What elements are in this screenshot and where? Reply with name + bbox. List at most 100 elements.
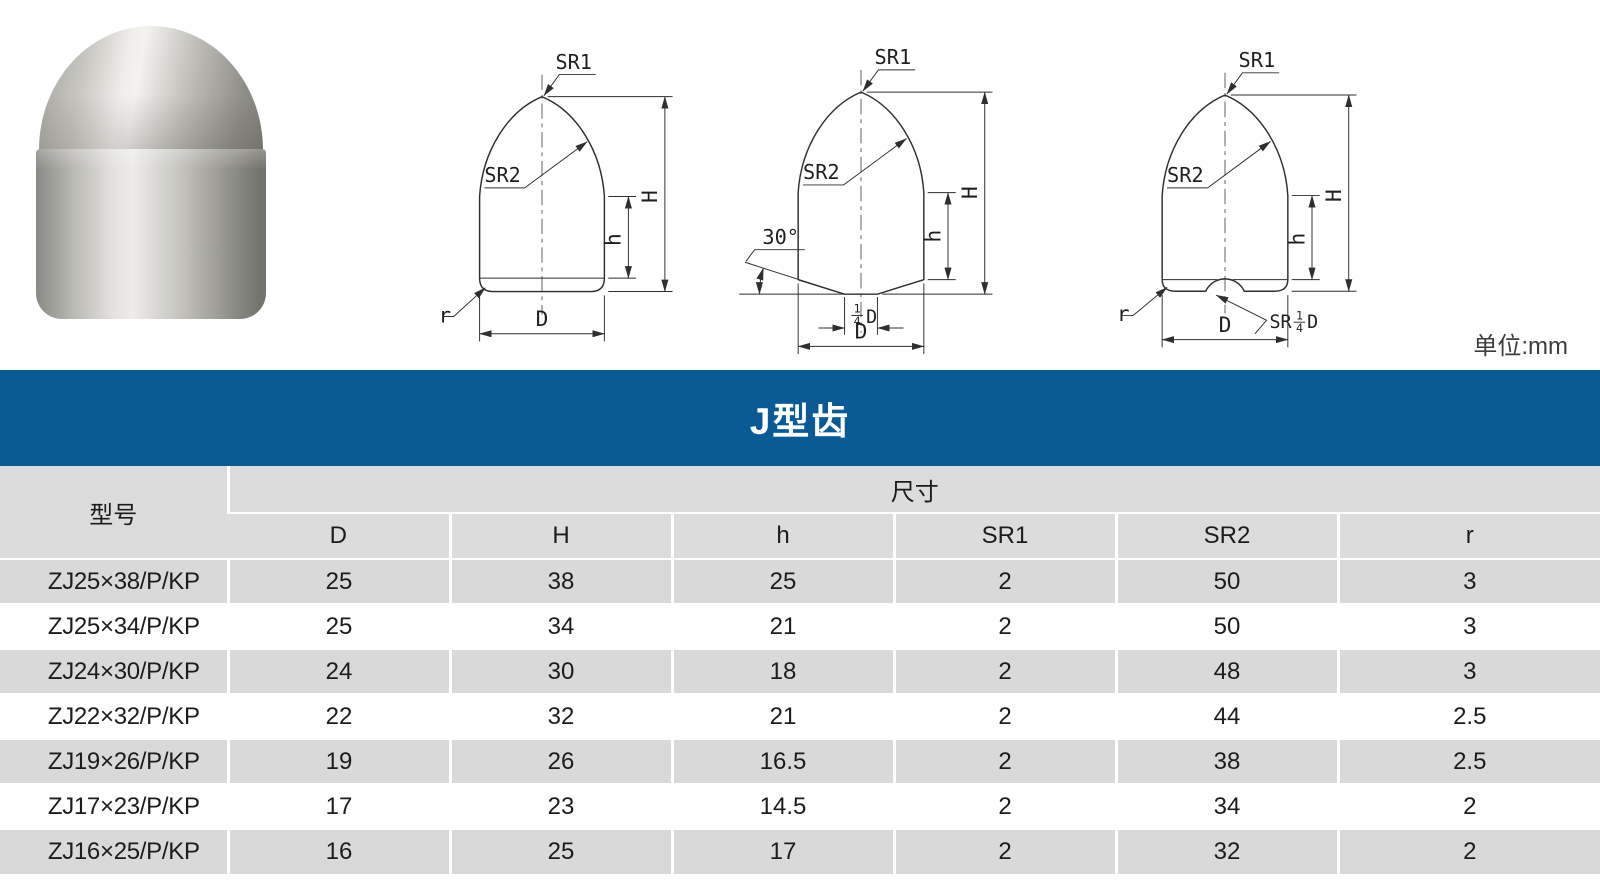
dimension-drawing-flat-base: SR1 SR2 H h r D [398, 38, 686, 360]
size-header-cell: 尺寸 [226, 466, 1600, 513]
sr2-leader [1167, 141, 1271, 189]
label-frac-den: 4 [854, 314, 861, 328]
label-D: D [855, 320, 868, 345]
product-photo [36, 26, 266, 320]
value-cell-D: 19 [226, 738, 450, 784]
value-cell-SR1: 2 [892, 738, 1116, 784]
section-title: J型齿 [749, 401, 851, 442]
sr1-leader [543, 74, 596, 97]
drawing-2-svg: SR1 SR2 30° 1 4 D D h [739, 45, 993, 355]
value-cell-h: 21 [670, 603, 894, 649]
model-cell: ZJ24×30/P/KP [0, 648, 228, 694]
model-cell: ZJ22×32/P/KP [0, 693, 228, 739]
product-photo-dome [39, 26, 263, 150]
value-cell-SR1: 2 [892, 648, 1116, 694]
label-frac-num: 1 [1296, 308, 1303, 322]
table-row: ZJ19×26/P/KP 19 26 16.5 2 38 2.5 [0, 738, 1600, 784]
angle-arc [755, 267, 764, 295]
col-header-r: r [1336, 512, 1600, 559]
section-banner: J型齿 [0, 370, 1600, 466]
value-cell-h: 16.5 [670, 738, 894, 784]
table-row: ZJ24×30/P/KP 24 30 18 2 48 3 [0, 648, 1600, 694]
label-h: h [1285, 233, 1310, 246]
value-cell-H: 26 [448, 738, 672, 784]
value-cell-SR1: 2 [892, 828, 1116, 874]
model-cell: ZJ25×38/P/KP [0, 558, 228, 604]
table-row: ZJ22×32/P/KP 22 32 21 2 44 2.5 [0, 693, 1600, 739]
sr1-leader [1226, 72, 1280, 95]
value-cell-r: 2 [1336, 783, 1600, 829]
value-cell-D: 16 [226, 828, 450, 874]
value-cell-D: 25 [226, 558, 450, 604]
value-cell-h: 17 [670, 828, 894, 874]
value-cell-h: 14.5 [670, 783, 894, 829]
drawing-3-svg: SR1 SR2 H h r SR 1 4 D D [1117, 48, 1357, 348]
model-cell: ZJ16×25/P/KP [0, 828, 228, 874]
value-cell-SR1: 2 [892, 783, 1116, 829]
srquarterD-leader [1215, 294, 1268, 335]
value-cell-H: 34 [448, 603, 672, 649]
value-cell-H: 30 [448, 648, 672, 694]
value-cell-H: 23 [448, 783, 672, 829]
value-cell-r: 3 [1336, 648, 1600, 694]
value-cell-r: 2 [1336, 828, 1600, 874]
unit-label: 单位:mm [1473, 333, 1568, 360]
label-sr1: SR1 [875, 45, 912, 69]
value-cell-SR2: 50 [1114, 558, 1338, 604]
label-frac-num: 1 [854, 302, 861, 316]
label-r: r [438, 302, 451, 327]
r-leader [442, 287, 486, 317]
label-frac-den: 4 [1296, 321, 1303, 335]
label-angle: 30° [762, 225, 799, 249]
sr1-leader [862, 69, 916, 92]
label-frac-D: D [1307, 312, 1318, 333]
angle-leader [745, 249, 805, 262]
dimension-drawing-bevel-base: SR1 SR2 30° 1 4 D D h [716, 38, 1006, 362]
value-cell-SR1: 2 [892, 693, 1116, 739]
table-row: ZJ25×34/P/KP 25 34 21 2 50 3 [0, 603, 1600, 649]
value-cell-SR2: 50 [1114, 603, 1338, 649]
value-cell-H: 32 [448, 693, 672, 739]
table-row: ZJ17×23/P/KP 17 23 14.5 2 34 2 [0, 783, 1600, 829]
label-H: H [637, 190, 662, 203]
value-cell-SR1: 2 [892, 603, 1116, 649]
r-leader [1120, 287, 1168, 316]
value-cell-h: 21 [670, 693, 894, 739]
value-cell-D: 17 [226, 783, 450, 829]
label-H: H [1322, 189, 1347, 202]
button-outline [478, 95, 606, 293]
label-h: h [601, 233, 626, 246]
value-cell-SR2: 34 [1114, 783, 1338, 829]
value-cell-SR2: 48 [1114, 648, 1338, 694]
value-cell-SR2: 44 [1114, 693, 1338, 739]
col-header-SR1: SR1 [892, 512, 1116, 559]
value-cell-SR1: 2 [892, 558, 1116, 604]
col-header-h: h [670, 512, 894, 559]
label-sr2: SR2 [484, 163, 520, 187]
button-outline [797, 91, 925, 295]
label-r: r [1117, 302, 1130, 327]
model-cell: ZJ19×26/P/KP [0, 738, 228, 784]
label-sr1: SR1 [1239, 48, 1276, 72]
label-sr2: SR2 [1167, 163, 1204, 187]
col-header-H: H [448, 512, 672, 559]
value-cell-D: 22 [226, 693, 450, 739]
spec-table: 型号 尺寸 D H h SR1 SR2 r ZJ25×38/P/KP 25 38… [0, 466, 1600, 874]
table-row: ZJ25×38/P/KP 25 38 25 2 50 3 [0, 558, 1600, 604]
value-cell-r: 2.5 [1336, 738, 1600, 784]
label-sr-prefix: SR [1269, 312, 1292, 333]
value-cell-h: 25 [670, 558, 894, 604]
sr2-leader [803, 138, 907, 186]
model-header-cell: 型号 [0, 466, 228, 559]
label-sr1: SR1 [555, 50, 591, 74]
value-cell-D: 24 [226, 648, 450, 694]
col-header-D: D [228, 512, 450, 559]
header-row-1: 型号 尺寸 [0, 466, 1600, 559]
label-frac-D: D [866, 307, 877, 328]
button-outline [1161, 94, 1289, 292]
value-cell-h: 18 [670, 648, 894, 694]
col-header-SR2: SR2 [1114, 512, 1338, 559]
label-sr2: SR2 [803, 160, 840, 184]
value-cell-H: 25 [448, 828, 672, 874]
